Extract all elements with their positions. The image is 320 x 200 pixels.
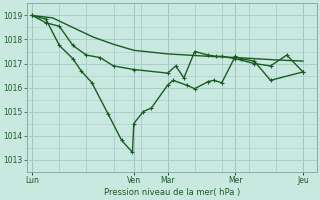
X-axis label: Pression niveau de la mer( hPa ): Pression niveau de la mer( hPa ) bbox=[104, 188, 240, 197]
